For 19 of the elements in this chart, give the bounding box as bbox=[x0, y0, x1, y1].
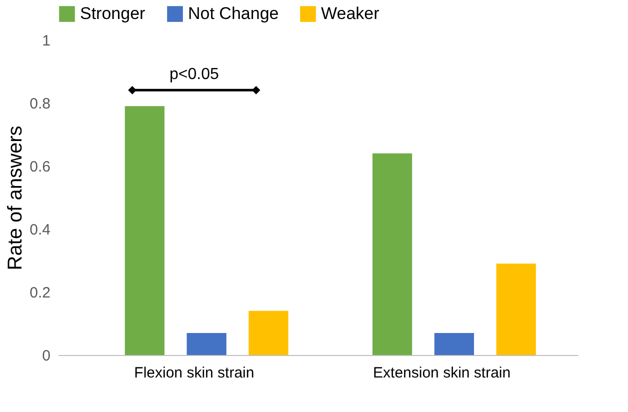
x-tick-label: Extension skin strain bbox=[373, 364, 511, 382]
y-axis-title: Rate of answers bbox=[4, 126, 27, 270]
x-tick-label: Flexion skin strain bbox=[134, 364, 254, 382]
y-tick-label: 0.6 bbox=[30, 158, 50, 176]
bar bbox=[124, 106, 164, 355]
bar bbox=[248, 310, 288, 355]
bar bbox=[186, 332, 226, 355]
bar bbox=[434, 332, 474, 355]
y-tick-label: 1 bbox=[42, 32, 50, 50]
y-tick-label: 0.8 bbox=[30, 96, 50, 112]
y-tick-label: 0 bbox=[42, 348, 50, 364]
y-tick-label: 0.4 bbox=[30, 222, 50, 238]
y-tick-label: 0.2 bbox=[30, 284, 50, 302]
legend-label: Stronger bbox=[80, 4, 146, 23]
bar bbox=[496, 264, 536, 355]
legend-label: Not Change bbox=[188, 4, 279, 23]
legend-label: Weaker bbox=[321, 4, 380, 23]
bar bbox=[372, 153, 412, 355]
annotation: p<0.05 bbox=[169, 66, 219, 84]
